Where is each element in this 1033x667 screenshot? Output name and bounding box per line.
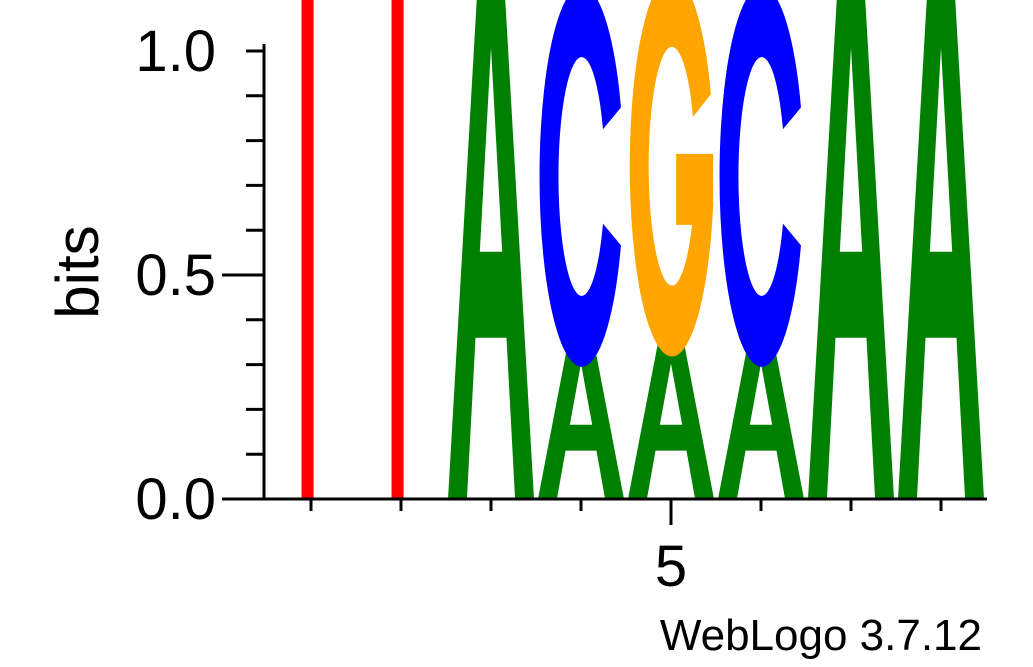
logo-letter-a <box>718 337 804 499</box>
logo-letter-t <box>391 0 404 499</box>
y-axis-label: bits <box>44 225 111 318</box>
logo-letter-g <box>629 0 714 357</box>
logo-letter-c <box>719 0 801 367</box>
y-tick-label: 1.0 <box>135 19 216 84</box>
y-tick-label: 0.5 <box>135 243 216 308</box>
logo-letter-a <box>538 337 624 499</box>
x-tick-label: 5 <box>655 534 687 599</box>
y-tick-label: 0.0 <box>135 467 216 532</box>
logo-letter-a <box>898 0 985 499</box>
logo-letters <box>301 0 985 499</box>
logo-letter-a <box>628 337 714 499</box>
logo-letter-a <box>448 0 535 499</box>
logo-letter-t <box>301 0 314 499</box>
logo-letter-a <box>808 0 895 499</box>
logo-letter-c <box>539 0 621 367</box>
weblogo-credit: WebLogo 3.7.12 <box>660 611 982 660</box>
y-axis: 0.0 0.5 1.0 <box>135 19 266 532</box>
x-axis: 5 <box>264 497 987 599</box>
